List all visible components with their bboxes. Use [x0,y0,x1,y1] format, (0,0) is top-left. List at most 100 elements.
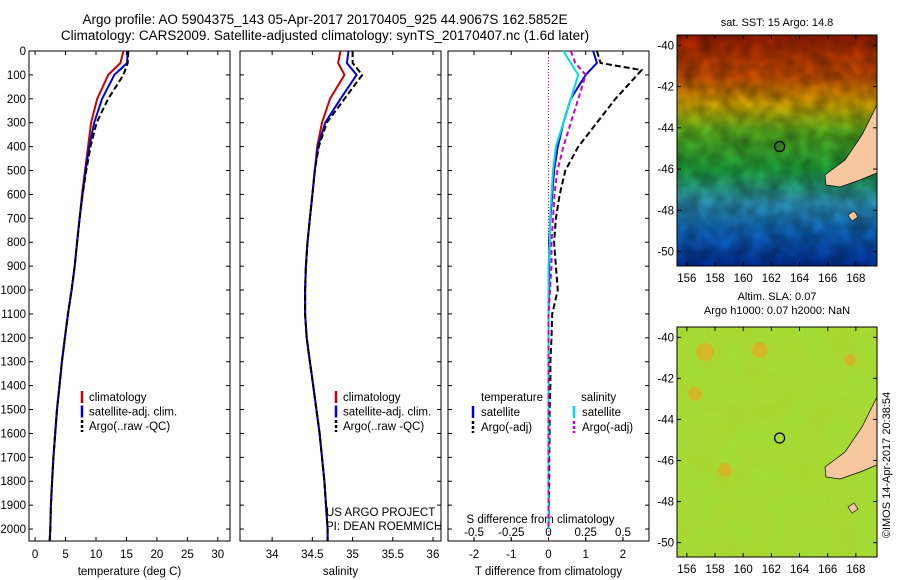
map-lat-label: -48 [657,497,674,509]
series-temperature-argo-adj [547,50,644,530]
island [847,210,859,222]
y-tick-label: 800 [7,237,26,249]
legend-label: satellite [481,407,520,419]
x-tick-label: 10 [90,549,103,561]
x-tick-label: 0 [545,549,551,561]
x-axis-label: temperature (deg C) [78,566,182,578]
sla-anomaly [688,387,702,401]
top-tick-label: -0.25 [498,527,524,539]
plot-frame [239,50,442,542]
map-lat-label: -50 [657,538,674,550]
x-tick-label: 30 [211,549,224,561]
y-tick-label: 900 [7,261,26,273]
y-tick-label: 400 [7,142,26,154]
y-tick-label: 700 [7,213,26,225]
series-climatology [48,50,125,542]
map-lon-label: 166 [818,564,837,576]
legend-label: Argo(-adj) [582,422,633,434]
y-tick-label: 1300 [0,357,26,369]
map-lon-label: 156 [677,273,696,285]
map-lon-label: 164 [790,564,810,576]
map-lon-label: 158 [705,564,724,576]
y-tick-label: 300 [7,118,26,130]
sst-map-title: sat. SST: 15 Argo: 14.8 [720,17,834,29]
map-lon-label: 164 [790,273,810,285]
map-lat-label: -46 [657,164,674,176]
map-lon-label: 162 [762,564,781,576]
x-tick-label: 35 [346,549,359,561]
island [847,502,859,514]
x-tick-label: 5 [62,549,68,561]
y-tick-label: 0 [20,46,26,58]
legend-header-temperature: temperature [481,392,543,404]
map-lon-label: 160 [734,564,753,576]
map-lat-label: -50 [657,247,674,259]
y-tick-label: 1800 [0,476,26,488]
credit-stamp: ©IMOS 14-Apr-2017 20:38:54 [881,392,893,538]
x-tick-label: 34 [266,549,279,561]
sla-map-frame [676,326,878,558]
y-tick-label: 100 [7,70,26,82]
legend-label: Argo(..raw -QC) [343,421,424,433]
map-lat-label: -44 [657,414,674,426]
legend-label: climatology [89,392,147,404]
series-satellite-adj [304,50,358,541]
sla-map-title-2: Argo h1000: 0.07 h2000: NaN [703,305,851,317]
x-tick-label: -1 [506,549,516,561]
series-argo-raw [48,50,130,542]
series-salinity-argo-adj [547,50,587,529]
top-tick-label: 0.25 [575,527,597,539]
y-tick-label: 1200 [0,333,26,345]
sla-anomaly [844,354,856,366]
x-tick-label: 25 [181,549,194,561]
y-tick-label: 1500 [0,405,26,417]
top-tick-label: -0.5 [464,527,484,539]
y-tick-label: 1600 [0,428,26,440]
map-lat-label: -46 [657,455,674,467]
credit-pi: PI: DEAN ROEMMICH [326,521,442,533]
x-tick-label: 2 [620,549,626,561]
map-lon-label: 156 [677,564,696,576]
x-axis-label: salinity [323,566,358,578]
legend-label: climatology [343,392,401,404]
x-tick-label: 0 [32,549,38,561]
map-lon-label: 168 [846,564,865,576]
sla-anomaly [696,343,714,361]
float-position-marker [773,140,786,153]
profile-title-line1: Argo profile: AO 5904375_143 05-Apr-2017… [82,12,568,27]
map-lon-label: 158 [705,273,724,285]
y-tick-label: 2000 [0,524,26,536]
x-tick-label: 15 [120,549,133,561]
sla-anomaly [752,342,768,358]
x-tick-label: 1 [583,549,589,561]
map-lon-label: 166 [818,273,837,285]
y-tick-label: 1400 [0,381,26,393]
map-lat-label: -44 [657,123,674,135]
plot-frame [28,50,231,542]
top-tick-label: 0.5 [615,527,631,539]
legend-label: satellite-adj. clim. [89,407,177,419]
map-lon-label: 160 [734,273,753,285]
x-tick-label: 34.5 [301,549,323,561]
y-tick-label: 1900 [0,500,26,512]
map-lon-label: 168 [846,273,865,285]
series-argo-raw [304,51,364,541]
x-tick-label: 36 [427,549,440,561]
sst-map-field [677,35,877,266]
credit-project: US ARGO PROJECT [326,507,435,519]
legend-header-salinity: salinity [581,392,616,404]
legend-label: satellite-adj. clim. [343,407,431,419]
top-axis-label: S difference from climatology [466,514,614,526]
profile-title-line2: Climatology: CARS2009. Satellite-adjuste… [60,28,590,43]
sla-anomaly [718,463,732,477]
x-axis-label: T difference from climatology [475,566,622,578]
x-tick-label: 20 [151,549,164,561]
x-tick-label: -2 [469,549,479,561]
top-tick-label: 0 [545,527,551,539]
y-tick-label: 1700 [0,452,26,464]
map-lon-label: 162 [762,273,781,285]
legend-label: Argo(..raw -QC) [89,421,170,433]
y-tick-label: 200 [7,94,26,106]
sla-map-title-1: Altim. SLA: 0.07 [737,291,817,303]
y-tick-label: 500 [7,166,26,178]
